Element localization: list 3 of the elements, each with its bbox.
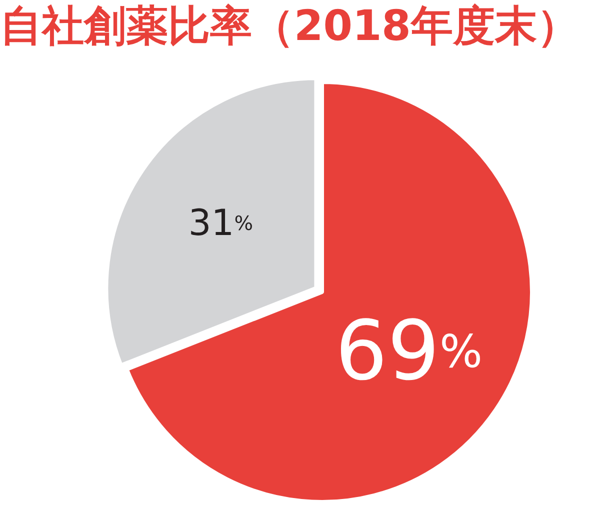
chart-title: 自社創薬比率（2018年度末） <box>0 1 579 50</box>
data-label: 31% <box>188 202 253 244</box>
data-label: 69% <box>335 304 482 399</box>
